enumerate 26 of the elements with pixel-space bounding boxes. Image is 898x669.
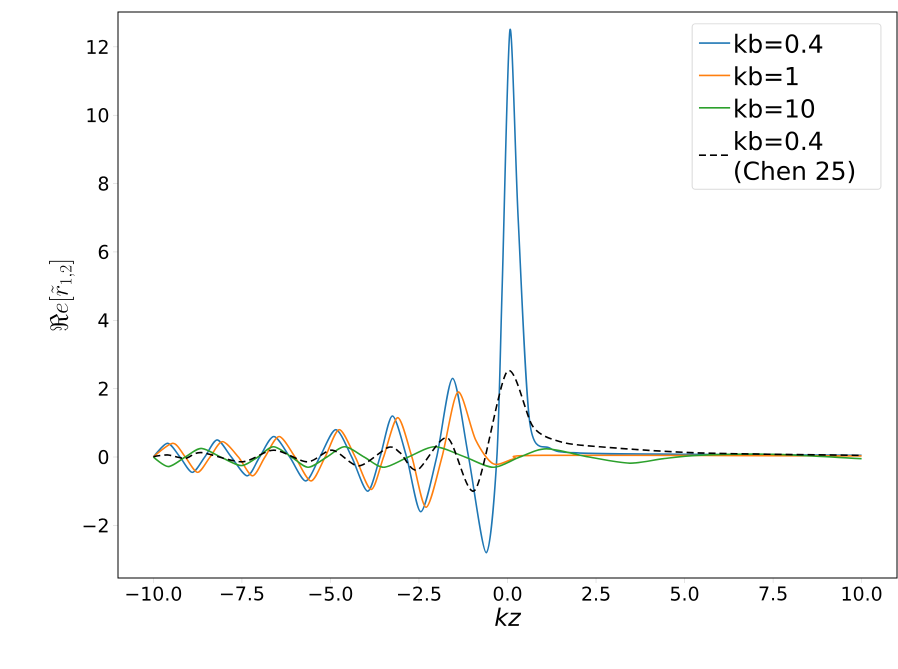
y-axis-title: $\Re e[\tilde{r}_{1,2}]$ [49,260,75,331]
y-tick-label: 0 [98,450,108,464]
x-tick-label: −5.0 [309,586,352,601]
y-tick-label: 6 [98,244,108,260]
line-series [152,28,862,554]
x-tick-label: 7.5 [760,586,786,601]
y-tick-label: 4 [98,313,108,328]
legend-label: kb=1 [735,66,798,86]
line-series [152,391,862,508]
legend-label: kb=10 [735,98,814,118]
x-tick-label: 2.5 [582,586,610,601]
x-tick-label: −2.5 [398,586,440,601]
legend-label: kb=0.4 [735,34,822,54]
x-tick-label: 5.0 [670,586,698,601]
legend-label: kb=0.4 (Chen 25) [735,131,854,184]
x-tick-label: 10.0 [842,586,882,601]
x-tick-label: −7.5 [220,586,264,601]
x-axis-title: kz [495,608,522,626]
y-tick-label: 8 [98,176,108,191]
x-tick-label: 0.0 [494,586,522,601]
y-tick-label: 2 [98,382,108,396]
y-tick-label: 10 [87,108,108,122]
y-tick-label: −2 [84,518,108,532]
x-tick-label: −10.0 [126,586,182,601]
line-series [152,446,862,468]
y-tick-label: 12 [87,40,108,54]
